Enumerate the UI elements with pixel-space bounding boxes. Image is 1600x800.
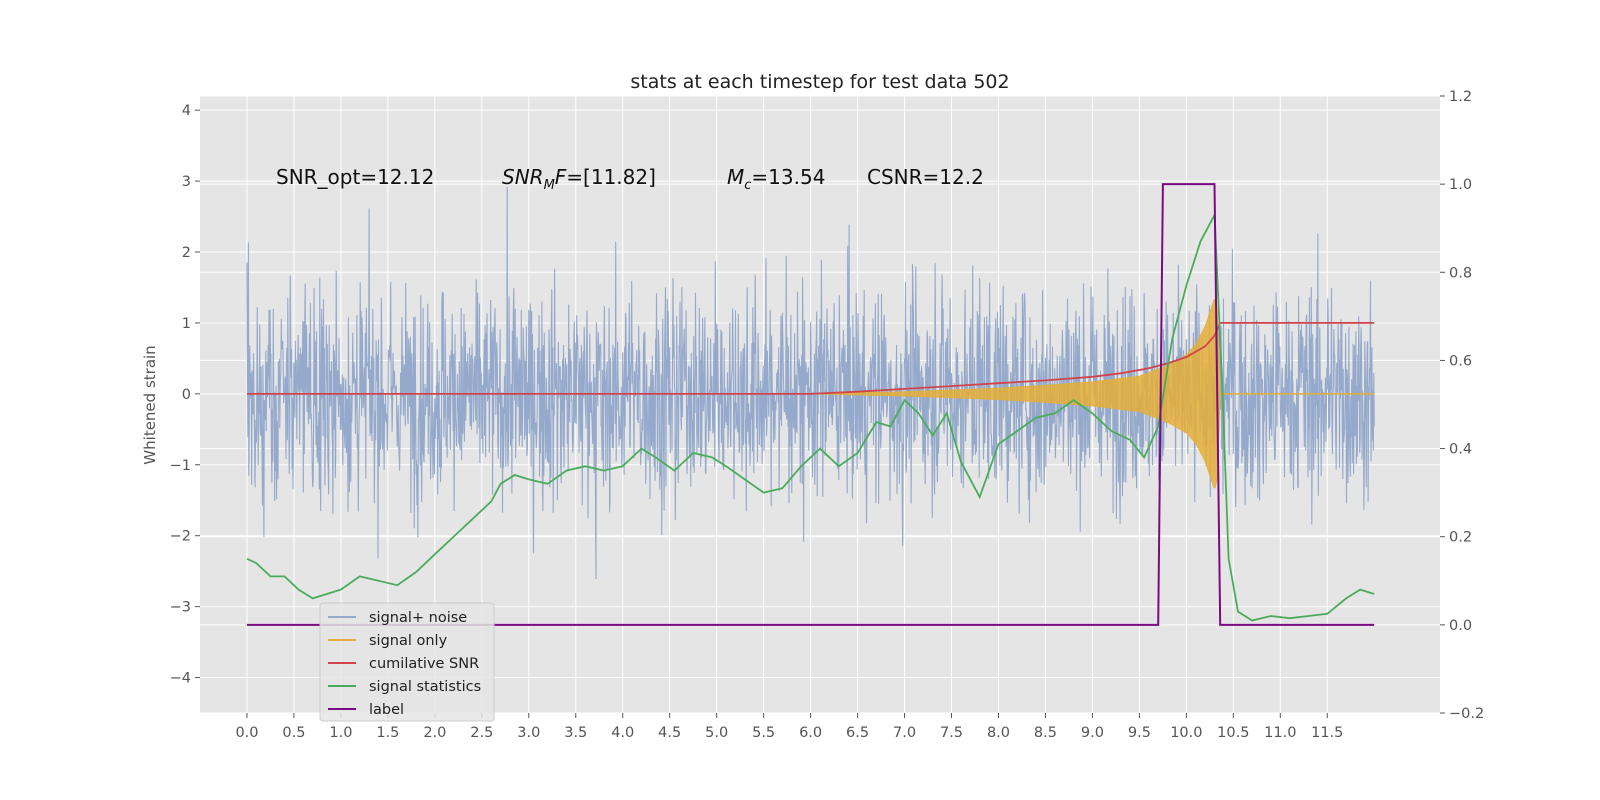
- y2-tick-label: 0.4: [1449, 442, 1472, 458]
- x-tick-label: 8.0: [987, 725, 1010, 741]
- legend-label-signal-statistics: signal statistics: [369, 679, 481, 695]
- x-tick-label: 9.0: [1081, 725, 1104, 741]
- x-tick-label: 1.5: [376, 725, 399, 741]
- x-tick-label: 8.5: [1034, 725, 1057, 741]
- legend-label-signal-noise: signal+ noise: [369, 610, 467, 626]
- y-axis-title: Whitened strain: [141, 345, 159, 464]
- cumulative-snr-line: [247, 321, 1375, 395]
- legend-label-signal-only: signal only: [369, 633, 448, 649]
- x-tick-label: 5.5: [752, 725, 775, 741]
- x-tick-label: 10.0: [1170, 725, 1202, 741]
- y-tick-label: 1: [182, 316, 191, 332]
- x-tick-label: 11.0: [1264, 725, 1296, 741]
- annotation-mc: Mc=13.54: [727, 165, 825, 193]
- x-tick-label: 7.0: [893, 725, 916, 741]
- x-tick-label: 1.0: [329, 725, 352, 741]
- x-tick-label: 9.5: [1128, 725, 1151, 741]
- y2-tick-label: −0.2: [1449, 706, 1484, 722]
- y2-tick-label: 1.2: [1449, 89, 1472, 105]
- y2-tick-label: 0.0: [1449, 618, 1472, 634]
- x-tick-label: 0.0: [235, 725, 258, 741]
- y-tick-label: −2: [170, 529, 191, 545]
- cumulative-snr-series: [247, 321, 1375, 395]
- y-tick-label: 3: [182, 174, 191, 190]
- legend-box: [319, 602, 495, 722]
- signal-only-series: [810, 299, 1375, 489]
- legend-label-label: label: [369, 702, 404, 718]
- y2-tick-label: 0.2: [1449, 530, 1472, 546]
- x-tick-label: 0.5: [282, 725, 305, 741]
- annotation-csnr: CSNR=12.2: [867, 165, 984, 189]
- y2-tick-label: 1.0: [1449, 177, 1472, 193]
- signal-statistics-line: [246, 211, 1375, 622]
- y2-tick-label: 0.8: [1449, 265, 1472, 281]
- y-tick-label: 2: [182, 245, 191, 261]
- annotation-snr-mf: SNRMF=[11.82]: [502, 165, 656, 193]
- label-series: [247, 183, 1375, 626]
- y-tick-label: −4: [170, 671, 191, 687]
- x-axis-ticks: 0.0 0.5 1.0 1.5 2.0 2.5 3.0 3.5 4.0 4.5 5.0 5.5 6.0 6…: [235, 713, 1343, 741]
- legend: signal+ noise signal only cumilative SNR…: [319, 602, 495, 722]
- x-tick-label: 6.5: [846, 725, 869, 741]
- x-tick-label: 3.5: [564, 725, 587, 741]
- annotation-snr-opt: SNR_opt=12.12: [276, 165, 434, 189]
- x-tick-label: 5.0: [705, 725, 728, 741]
- y-tick-label: −1: [170, 458, 191, 474]
- y2-tick-label: 0.6: [1449, 353, 1472, 369]
- label-line: [247, 183, 1375, 626]
- x-tick-label: 4.0: [611, 725, 634, 741]
- chart-title: stats at each timestep for test data 502: [630, 71, 1009, 93]
- signal-noise-line: [246, 186, 1375, 580]
- y-tick-label: −3: [170, 600, 191, 616]
- signal-noise-series: [246, 186, 1375, 580]
- signal-statistics-series: [246, 211, 1375, 622]
- x-tick-label: 7.5: [940, 725, 963, 741]
- x-tick-label: 4.5: [658, 725, 681, 741]
- x-tick-label: 11.5: [1311, 725, 1343, 741]
- legend-label-cumulative-snr: cumilative SNR: [369, 656, 479, 672]
- y2-axis-ticks: 1.2 1.0 0.8 0.6 0.4 0.2 0.0 −0.2: [1440, 89, 1484, 722]
- y-tick-label: 4: [182, 103, 191, 119]
- x-tick-label: 10.5: [1217, 725, 1249, 741]
- y-axis-ticks: 4 3 2 1 0 −1 −2 −3 −4: [170, 103, 200, 687]
- x-tick-label: 3.0: [517, 725, 540, 741]
- x-tick-label: 2.0: [423, 725, 446, 741]
- y-tick-label: 0: [182, 387, 191, 403]
- x-tick-label: 6.0: [799, 725, 822, 741]
- x-tick-label: 2.5: [470, 725, 493, 741]
